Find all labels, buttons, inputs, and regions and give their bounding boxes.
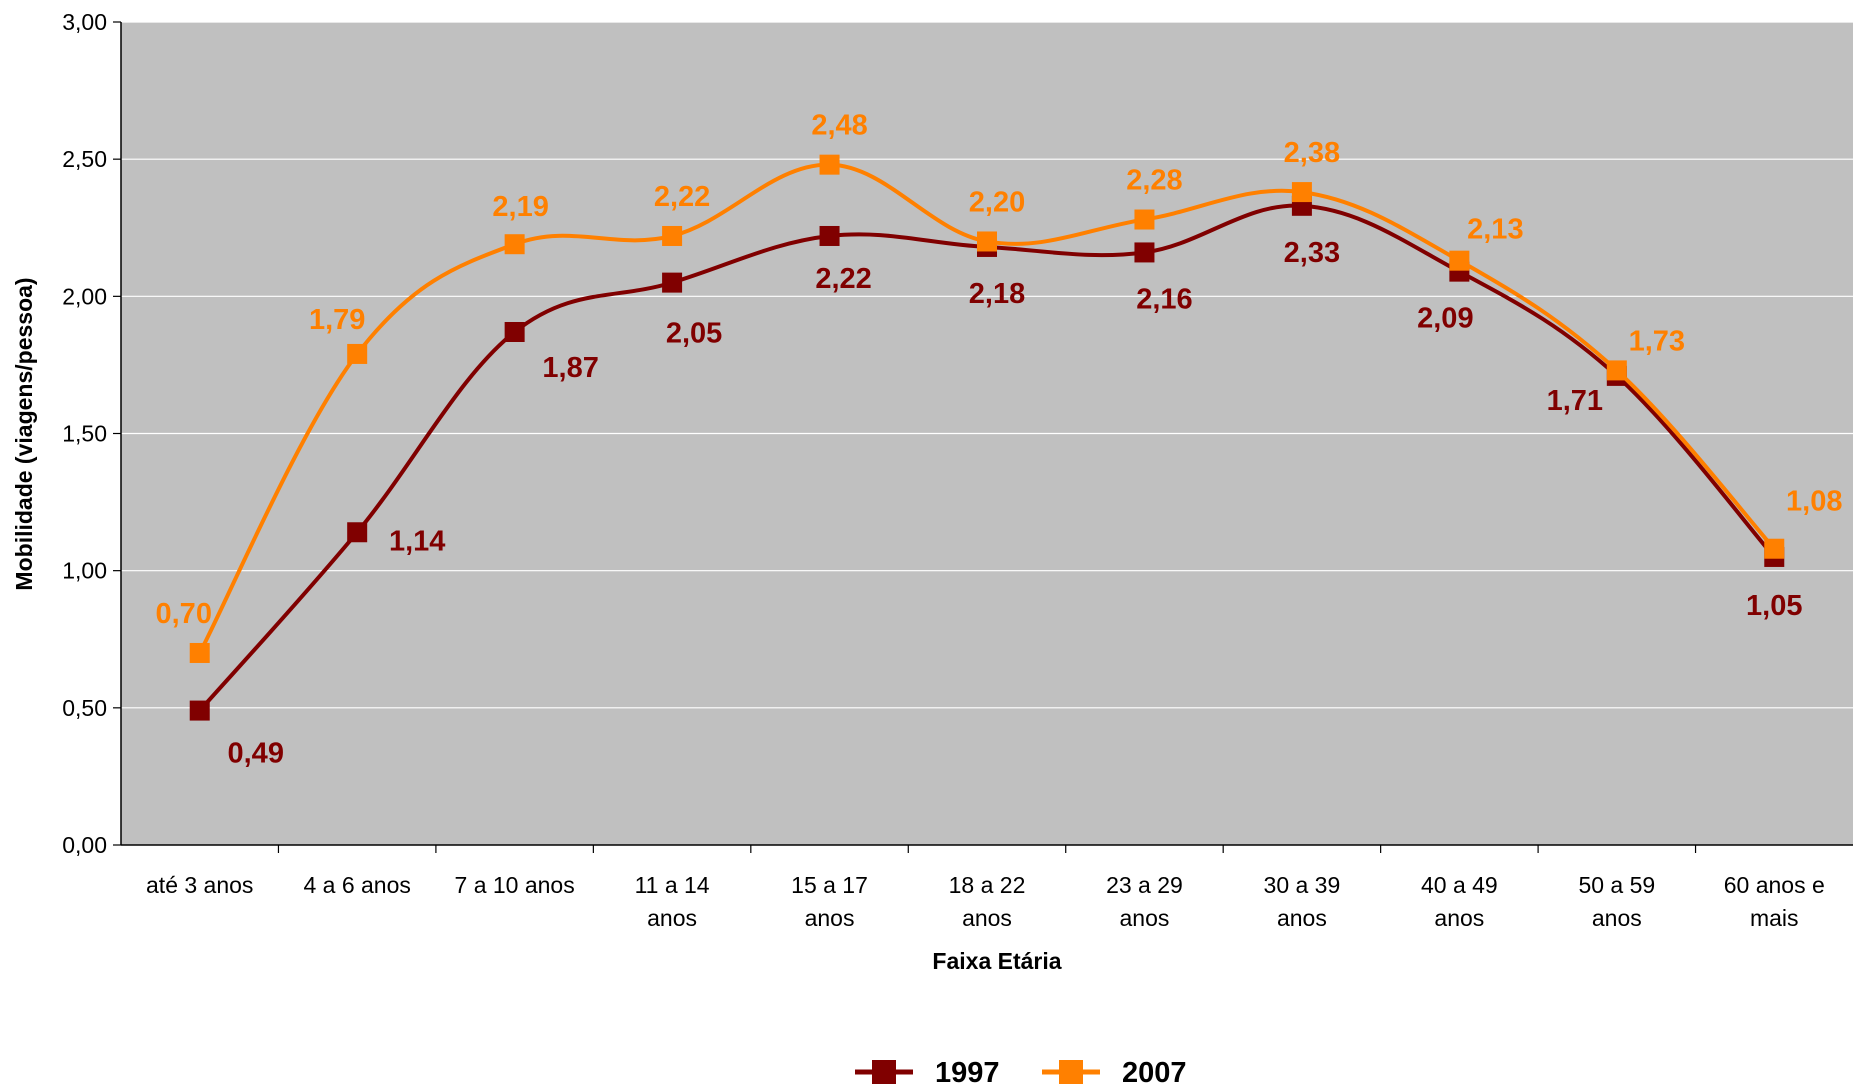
x-tick-label: 11 a 14 anos: [635, 872, 710, 931]
legend-marker-2007: [1059, 1060, 1083, 1084]
x-tick-label: até 3 anos: [146, 872, 253, 898]
data-label-1997: 2,33: [1284, 237, 1340, 269]
data-label-1997: 2,16: [1136, 283, 1192, 315]
y-axis-ticks: 0,00 0,50 1,00 1,50 2,00 2,50 3,00: [62, 9, 121, 858]
data-label-2007: 1,79: [309, 304, 365, 336]
x-tick-label: 23 a 29 anos: [1106, 872, 1183, 931]
data-label-1997: 1,05: [1746, 590, 1802, 622]
y-axis-title: Mobilidade (viagens/pessoa): [11, 277, 37, 590]
data-point-1997: [347, 522, 368, 543]
data-point-1997: [189, 700, 210, 721]
legend-item-1997: 1997: [855, 1057, 1000, 1089]
x-tick-label: 4 a 6 anos: [303, 872, 410, 898]
data-point-2007: [1764, 538, 1785, 559]
y-tick-label: 1,50: [62, 421, 107, 447]
y-tick-label: 2,50: [62, 146, 107, 172]
x-tick-label: 18 a 22 anos: [949, 872, 1026, 931]
y-tick-label: 2,00: [62, 283, 107, 309]
legend-marker-1997: [872, 1060, 896, 1084]
series-2007: [189, 154, 1785, 663]
data-point-2007: [189, 642, 210, 663]
data-label-2007: 2,28: [1126, 165, 1182, 197]
series-line-2007: [197, 162, 1776, 654]
x-tick-label: 60 anos e mais: [1724, 872, 1825, 931]
data-point-1997: [819, 225, 840, 246]
data-label-2007: 2,48: [811, 110, 867, 142]
data-point-2007: [1291, 182, 1312, 203]
data-label-2007: 2,38: [1284, 137, 1340, 169]
data-label-2007: 2,19: [492, 191, 548, 223]
data-label-1997: 0,49: [228, 738, 284, 770]
data-point-1997: [504, 321, 525, 342]
series-layer: [189, 154, 1785, 721]
y-tick-label: 1,00: [62, 558, 107, 584]
legend-label-1997: 1997: [935, 1057, 1000, 1089]
x-tick-label: 15 a 17 anos: [791, 872, 868, 931]
data-point-2007: [1134, 209, 1155, 230]
data-point-2007: [819, 154, 840, 175]
data-label-1997: 2,05: [666, 318, 722, 350]
data-label-2007: 1,73: [1629, 325, 1685, 357]
data-point-2007: [347, 343, 368, 364]
legend-label-2007: 2007: [1122, 1057, 1187, 1089]
data-label-1997: 2,22: [815, 263, 871, 295]
data-point-2007: [1449, 250, 1470, 271]
y-tick-label: 3,00: [62, 9, 107, 35]
data-label-2007: 2,13: [1467, 214, 1523, 246]
data-point-1997: [1134, 242, 1155, 263]
data-label-1997: 2,09: [1417, 303, 1473, 335]
x-tick-label: 7 a 10 anos: [455, 872, 575, 898]
legend: 1997 2007: [855, 1057, 1187, 1089]
data-label-1997: 1,87: [542, 352, 598, 384]
data-label-2007: 2,20: [969, 186, 1025, 218]
y-tick-label: 0,50: [62, 695, 107, 721]
y-tick-label: 0,00: [62, 832, 107, 858]
data-point-1997: [662, 272, 683, 293]
x-axis-title: Faixa Etária: [932, 948, 1061, 974]
data-label-2007: 1,08: [1786, 486, 1842, 518]
legend-item-2007: 2007: [1042, 1057, 1187, 1089]
data-label-2007: 0,70: [156, 598, 212, 630]
data-label-1997: 1,14: [389, 525, 445, 557]
data-label-1997: 1,71: [1547, 385, 1603, 417]
x-tick-label: 50 a 59 anos: [1578, 872, 1655, 931]
data-labels: 0,49 1,14 1,87 2,05 2,22 2,18 2,16 2,33 2,09 1,71…: [156, 110, 1843, 770]
data-label-2007: 2,22: [654, 181, 710, 213]
x-axis-ticks: até 3 anos 4 a 6 anos 7 a 10 anos 11 a 14 an…: [146, 845, 1825, 931]
data-label-1997: 2,18: [969, 278, 1025, 310]
data-point-2007: [977, 231, 997, 252]
x-tick-label: 40 a 49 anos: [1421, 872, 1498, 931]
data-point-2007: [662, 225, 683, 246]
x-tick-label: 30 a 39 anos: [1264, 872, 1341, 931]
data-point-2007: [1606, 360, 1627, 381]
data-point-2007: [504, 234, 525, 255]
